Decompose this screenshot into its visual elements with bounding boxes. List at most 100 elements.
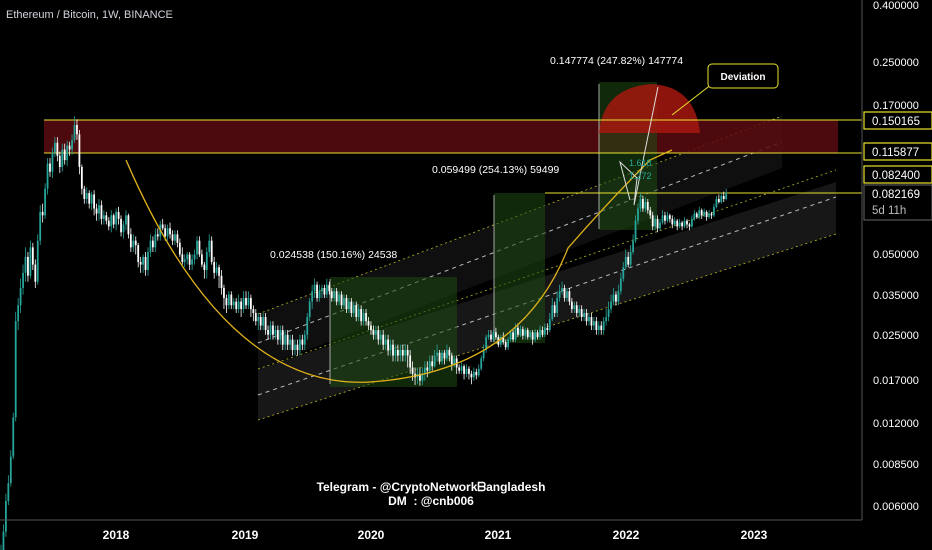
candle-body: [524, 330, 527, 336]
candle-body: [401, 349, 404, 356]
candle-body: [178, 242, 181, 255]
measure-label-3: 0.147774 (247.82%) 147774: [550, 55, 683, 67]
candle-body: [612, 294, 615, 302]
candle-body: [453, 358, 456, 365]
candle-body: [661, 215, 664, 223]
bar-countdown: 5d 11h: [872, 205, 906, 217]
measure-box-1: [330, 277, 457, 387]
candle-body: [558, 291, 561, 299]
candle-body: [387, 339, 389, 350]
candle-body: [431, 361, 434, 367]
measure-label-2: 0.059499 (254.13%) 59499: [432, 164, 559, 176]
resistance-zone: [44, 120, 838, 153]
candle-body: [213, 261, 216, 273]
candle-body: [203, 264, 206, 271]
candle-body: [441, 352, 443, 362]
measure-box-2: [494, 193, 545, 343]
candle-body: [394, 349, 397, 356]
candle-body: [31, 247, 34, 265]
candle-body: [294, 344, 296, 350]
x-tick-label: 2022: [613, 528, 640, 542]
candle-body: [593, 321, 595, 326]
candle-body: [382, 334, 385, 345]
candle-body: [73, 124, 76, 140]
price-label-text: 0.082400: [872, 170, 920, 182]
y-tick-label: 0.025000: [873, 330, 919, 342]
candle-body: [237, 301, 240, 310]
price-levels: [44, 119, 862, 194]
fib-label-1618: 1.618: [629, 158, 652, 168]
price-label-0082400: 0.082400: [863, 165, 932, 184]
candle-body: [311, 291, 314, 302]
candle-body: [215, 267, 218, 273]
y-tick-label: 0.006000: [873, 501, 919, 513]
candle-body: [392, 344, 394, 356]
candle-body: [110, 215, 113, 227]
candle-body: [171, 234, 174, 241]
y-tick-label: 0.008500: [873, 459, 919, 471]
candle-body: [512, 332, 514, 340]
candle-body: [279, 330, 282, 340]
candle-body: [321, 287, 323, 292]
candle-body: [725, 192, 728, 199]
candle-body: [262, 317, 265, 326]
candle-body: [232, 301, 235, 306]
candle-body: [9, 456, 12, 484]
candle-body: [183, 259, 186, 262]
candle-body: [504, 342, 507, 348]
candle-body: [639, 198, 642, 209]
candle-body: [693, 213, 696, 219]
candle-body: [318, 291, 321, 299]
current-price-label: 0.082169 5d 11h: [863, 184, 932, 221]
candle-body: [360, 309, 363, 322]
candle-body: [367, 321, 370, 326]
candle-body: [526, 330, 529, 338]
deviation-callout[interactable]: Deviation: [671, 63, 779, 116]
candle-body: [615, 294, 617, 302]
candle-body: [536, 332, 539, 338]
y-axis[interactable]: 0.400000 0.250000 0.170000 0.050000 0.03…: [873, 0, 919, 513]
candle-body: [41, 211, 44, 216]
candle-body: [659, 222, 661, 229]
price-label-text: 0.115877: [872, 147, 919, 159]
candle-body: [196, 240, 198, 255]
candle-body: [433, 355, 436, 367]
candle-body: [201, 254, 203, 265]
candle-body: [710, 213, 713, 216]
symbol-title[interactable]: Ethereum / Bitcoin, 1W, BINANCE: [6, 9, 173, 21]
candle-body: [267, 330, 269, 335]
candle-body: [666, 215, 669, 221]
candle-body: [619, 278, 622, 292]
candle-body: [627, 256, 630, 265]
candle-body: [289, 339, 291, 345]
candle-body: [29, 247, 32, 276]
candle-body: [477, 368, 480, 376]
candle-body: [458, 367, 461, 371]
candle-body: [668, 215, 671, 219]
price-label-0150165: 0.150165: [863, 111, 932, 130]
x-axis[interactable]: 2018 2019 2020 2021 2022 2023: [103, 528, 768, 542]
candle-body: [355, 305, 358, 318]
candle-body: [703, 211, 706, 216]
candle-body: [181, 254, 184, 262]
candle-body: [374, 330, 377, 335]
candle-body: [54, 142, 56, 153]
candle-body: [463, 366, 465, 374]
candle-body: [169, 228, 171, 235]
candle-body: [438, 352, 441, 362]
candle-body: [44, 188, 46, 216]
candle-body: [24, 256, 27, 273]
candle-body: [487, 334, 490, 338]
candle-body: [27, 256, 29, 276]
candle-body: [296, 344, 299, 350]
candle-body: [539, 330, 541, 338]
candle-body: [365, 312, 367, 322]
candle-body: [254, 312, 257, 322]
candle-body: [470, 373, 473, 378]
candle-body: [377, 330, 380, 340]
candle-body: [115, 211, 118, 225]
projection-path: [619, 86, 659, 206]
candle-body: [313, 284, 316, 292]
candle-body: [56, 142, 59, 156]
